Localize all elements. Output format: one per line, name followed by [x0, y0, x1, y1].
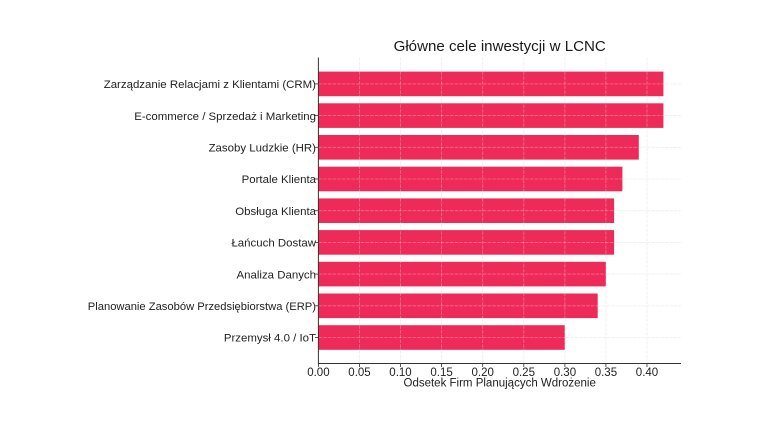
svg-text:Zasoby Ludzkie (HR): Zasoby Ludzkie (HR): [209, 143, 317, 155]
svg-text:0.15: 0.15: [430, 367, 452, 379]
svg-text:0.20: 0.20: [472, 367, 494, 379]
svg-text:E-commerce / Sprzedaż i Market: E-commerce / Sprzedaż i Marketing: [134, 111, 316, 123]
svg-text:Przemysł 4.0 / IoT: Przemysł 4.0 / IoT: [224, 333, 316, 345]
svg-text:Planowanie Zasobów Przedsiębio: Planowanie Zasobów Przedsiębiorstwa (ERP…: [88, 301, 316, 313]
svg-text:0.00: 0.00: [307, 367, 329, 379]
svg-text:Łańcuch Dostaw: Łańcuch Dostaw: [231, 238, 316, 250]
svg-text:0.25: 0.25: [513, 367, 535, 379]
svg-text:0.10: 0.10: [389, 367, 411, 379]
svg-text:Zarządzanie Relacjami z Klient: Zarządzanie Relacjami z Klientami (CRM): [104, 79, 316, 91]
svg-text:Obsługa Klienta: Obsługa Klienta: [235, 206, 316, 218]
svg-text:Portale Klienta: Portale Klienta: [242, 174, 317, 186]
svg-text:0.40: 0.40: [636, 367, 658, 379]
svg-text:Odsetek Firm Planujących Wdroż: Odsetek Firm Planujących Wdrożenie: [404, 377, 596, 389]
svg-text:0.30: 0.30: [554, 367, 576, 379]
svg-text:0.35: 0.35: [595, 367, 617, 379]
svg-text:Główne cele inwestycji w LCNC: Główne cele inwestycji w LCNC: [394, 38, 606, 55]
svg-text:Analiza Danych: Analiza Danych: [237, 269, 316, 281]
svg-text:0.05: 0.05: [348, 367, 370, 379]
